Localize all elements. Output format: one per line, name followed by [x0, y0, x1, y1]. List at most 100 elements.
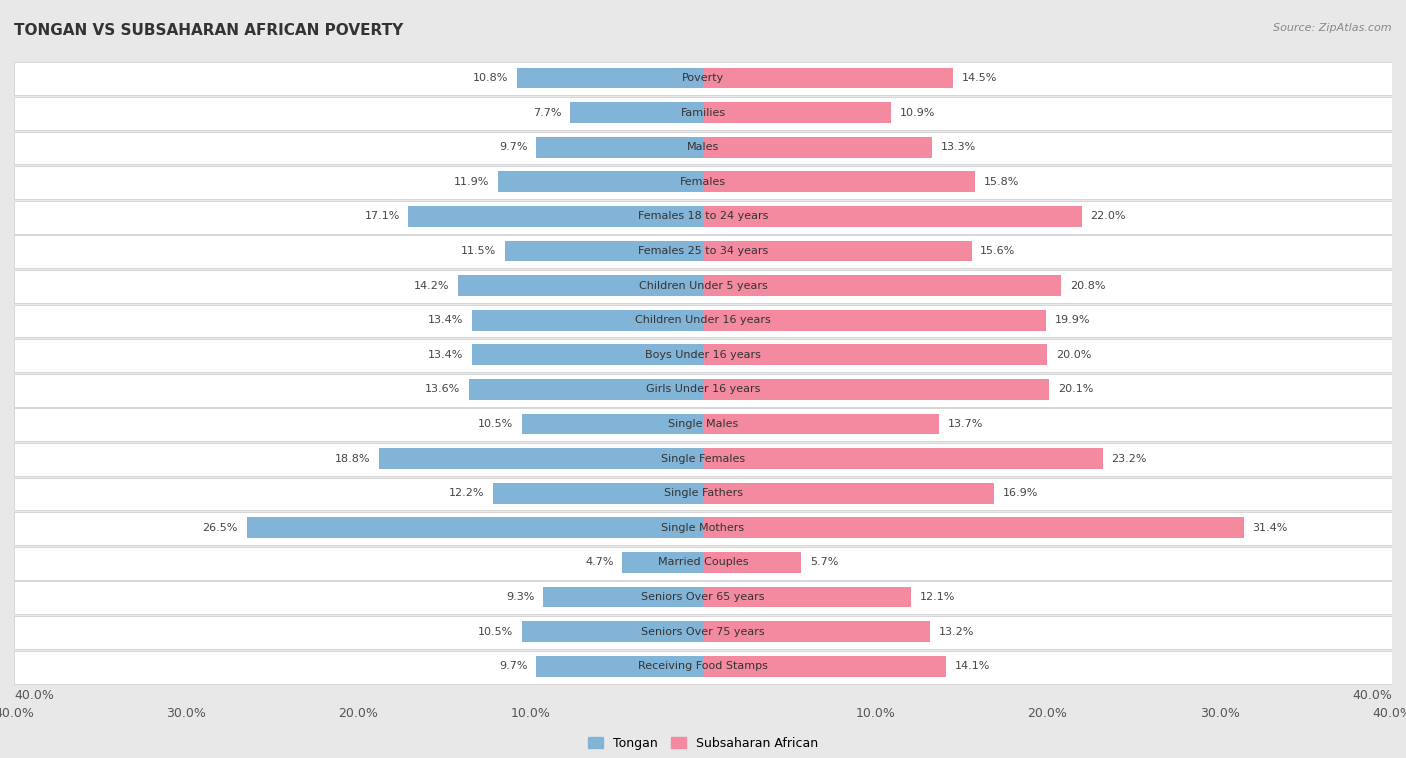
Bar [703, 275, 1062, 296]
Bar [14, 409, 1392, 441]
Bar [14, 512, 1392, 545]
Bar [246, 518, 703, 538]
Bar [494, 483, 703, 503]
Text: 5.7%: 5.7% [810, 557, 838, 568]
Bar [703, 414, 939, 434]
Bar [543, 587, 703, 607]
Bar [703, 136, 932, 158]
Text: 16.9%: 16.9% [1002, 488, 1038, 498]
Bar [14, 581, 1392, 614]
Text: 17.1%: 17.1% [364, 211, 399, 221]
Text: 12.2%: 12.2% [449, 488, 484, 498]
Text: Girls Under 16 years: Girls Under 16 years [645, 384, 761, 394]
Text: 26.5%: 26.5% [202, 523, 238, 533]
Text: 13.7%: 13.7% [948, 419, 983, 429]
Text: 12.1%: 12.1% [920, 592, 956, 602]
Text: 13.6%: 13.6% [425, 384, 460, 394]
Text: 14.1%: 14.1% [955, 661, 990, 672]
Bar [14, 616, 1392, 649]
Bar [472, 344, 703, 365]
Bar [14, 650, 1392, 684]
Text: 13.4%: 13.4% [429, 349, 464, 360]
Text: 19.9%: 19.9% [1054, 315, 1090, 325]
Bar [505, 240, 703, 262]
Text: 22.0%: 22.0% [1091, 211, 1126, 221]
Bar [380, 448, 703, 469]
Text: 15.6%: 15.6% [980, 246, 1015, 256]
Bar [536, 136, 703, 158]
Bar [498, 171, 703, 192]
Text: Females 25 to 34 years: Females 25 to 34 years [638, 246, 768, 256]
Bar [571, 102, 703, 123]
Text: 23.2%: 23.2% [1111, 453, 1147, 464]
Bar [703, 622, 931, 642]
Text: 9.7%: 9.7% [499, 661, 527, 672]
Bar [468, 379, 703, 399]
Bar [703, 344, 1047, 365]
Bar [14, 270, 1392, 303]
Bar [14, 97, 1392, 130]
Text: Single Mothers: Single Mothers [661, 523, 745, 533]
Bar [703, 656, 946, 677]
Text: 13.4%: 13.4% [429, 315, 464, 325]
Text: Children Under 16 years: Children Under 16 years [636, 315, 770, 325]
Text: Females: Females [681, 177, 725, 186]
Bar [14, 374, 1392, 407]
Text: Source: ZipAtlas.com: Source: ZipAtlas.com [1274, 23, 1392, 33]
Bar [14, 201, 1392, 233]
Bar [14, 339, 1392, 372]
Text: 10.8%: 10.8% [472, 73, 509, 83]
Text: 18.8%: 18.8% [335, 453, 371, 464]
Bar [703, 448, 1102, 469]
Text: Seniors Over 75 years: Seniors Over 75 years [641, 627, 765, 637]
Text: Single Fathers: Single Fathers [664, 488, 742, 498]
Text: Boys Under 16 years: Boys Under 16 years [645, 349, 761, 360]
Text: 11.5%: 11.5% [461, 246, 496, 256]
Text: Receiving Food Stamps: Receiving Food Stamps [638, 661, 768, 672]
Text: 40.0%: 40.0% [14, 689, 53, 702]
Bar [14, 547, 1392, 580]
Text: Seniors Over 65 years: Seniors Over 65 years [641, 592, 765, 602]
Text: 10.5%: 10.5% [478, 627, 513, 637]
Text: 10.5%: 10.5% [478, 419, 513, 429]
Text: 11.9%: 11.9% [454, 177, 489, 186]
Text: TONGAN VS SUBSAHARAN AFRICAN POVERTY: TONGAN VS SUBSAHARAN AFRICAN POVERTY [14, 23, 404, 38]
Bar [703, 587, 911, 607]
Text: 4.7%: 4.7% [585, 557, 613, 568]
Bar [703, 379, 1049, 399]
Text: 15.8%: 15.8% [984, 177, 1019, 186]
Bar [522, 622, 703, 642]
Text: 10.9%: 10.9% [900, 108, 935, 117]
Bar [14, 132, 1392, 164]
Bar [522, 414, 703, 434]
Bar [472, 310, 703, 330]
Bar [14, 166, 1392, 199]
Text: Single Males: Single Males [668, 419, 738, 429]
Text: 9.7%: 9.7% [499, 143, 527, 152]
Text: 20.1%: 20.1% [1057, 384, 1094, 394]
Text: 14.2%: 14.2% [415, 280, 450, 290]
Text: 31.4%: 31.4% [1253, 523, 1288, 533]
Bar [703, 171, 976, 192]
Bar [14, 62, 1392, 96]
Bar [703, 240, 972, 262]
Text: Families: Families [681, 108, 725, 117]
Text: 14.5%: 14.5% [962, 73, 997, 83]
Text: Married Couples: Married Couples [658, 557, 748, 568]
Text: 40.0%: 40.0% [1353, 689, 1392, 702]
Bar [703, 102, 891, 123]
Bar [703, 67, 953, 89]
Bar [14, 443, 1392, 476]
Text: 20.0%: 20.0% [1056, 349, 1091, 360]
Bar [458, 275, 703, 296]
Text: Males: Males [688, 143, 718, 152]
Bar [14, 478, 1392, 510]
Bar [536, 656, 703, 677]
Text: 13.2%: 13.2% [939, 627, 974, 637]
Bar [703, 552, 801, 573]
Legend: Tongan, Subsaharan African: Tongan, Subsaharan African [583, 731, 823, 755]
Text: 20.8%: 20.8% [1070, 280, 1105, 290]
Text: 7.7%: 7.7% [533, 108, 562, 117]
Bar [517, 67, 703, 89]
Bar [409, 206, 703, 227]
